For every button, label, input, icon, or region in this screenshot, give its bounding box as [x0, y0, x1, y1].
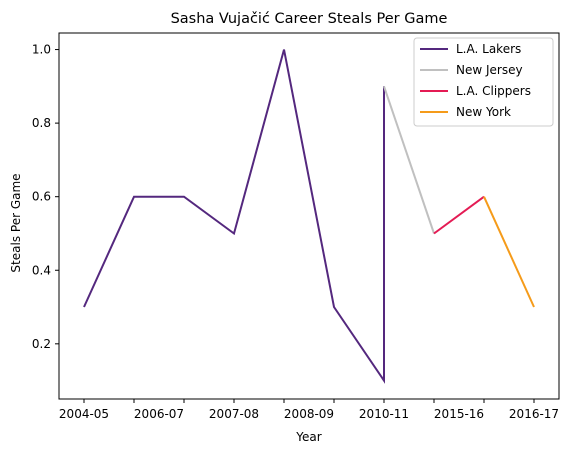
y-tick-label: 0.6: [32, 190, 51, 204]
series-line-1: [83, 49, 385, 384]
y-tick-label: 0.2: [32, 337, 51, 351]
x-tick-label: 2004-05: [59, 407, 109, 421]
x-tick-label: 2010-11: [359, 407, 409, 421]
series-line-3: [433, 195, 485, 235]
x-axis-label: Year: [295, 430, 321, 444]
series-line-2: [383, 85, 435, 234]
x-tick-label: 2016-17: [509, 407, 559, 421]
x-tick-label: 2015-16: [434, 407, 484, 421]
legend-label-3: L.A. Clippers: [456, 84, 531, 98]
x-tick-label: 2006-07: [134, 407, 184, 421]
legend-label-4: New York: [456, 105, 511, 119]
legend-label-2: New Jersey: [456, 63, 523, 77]
y-axis: 0.2 0.4 0.6 0.8 1.0: [32, 43, 59, 351]
legend-label-1: L.A. Lakers: [456, 42, 521, 56]
x-tick-label: 2007-08: [209, 407, 259, 421]
plot-area: [83, 49, 535, 384]
x-axis: 2004-05 2006-07 2007-08 2008-09 2010-11 2015-…: [59, 399, 559, 421]
legend-box: [413, 37, 554, 127]
y-tick-label: 1.0: [32, 43, 51, 57]
series-line-4: [483, 196, 535, 308]
legend: L.A. Lakers New Jersey L.A. Clippers New Yo…: [413, 37, 554, 127]
x-tick-label: 2008-09: [284, 407, 334, 421]
chart-title: Sasha Vujačić Career Steals Per Game: [171, 11, 448, 27]
y-tick-label: 0.8: [32, 116, 51, 130]
y-axis-label: Steals Per Game: [9, 173, 23, 272]
y-tick-label: 0.4: [32, 263, 51, 277]
plot-frame: [58, 32, 560, 400]
